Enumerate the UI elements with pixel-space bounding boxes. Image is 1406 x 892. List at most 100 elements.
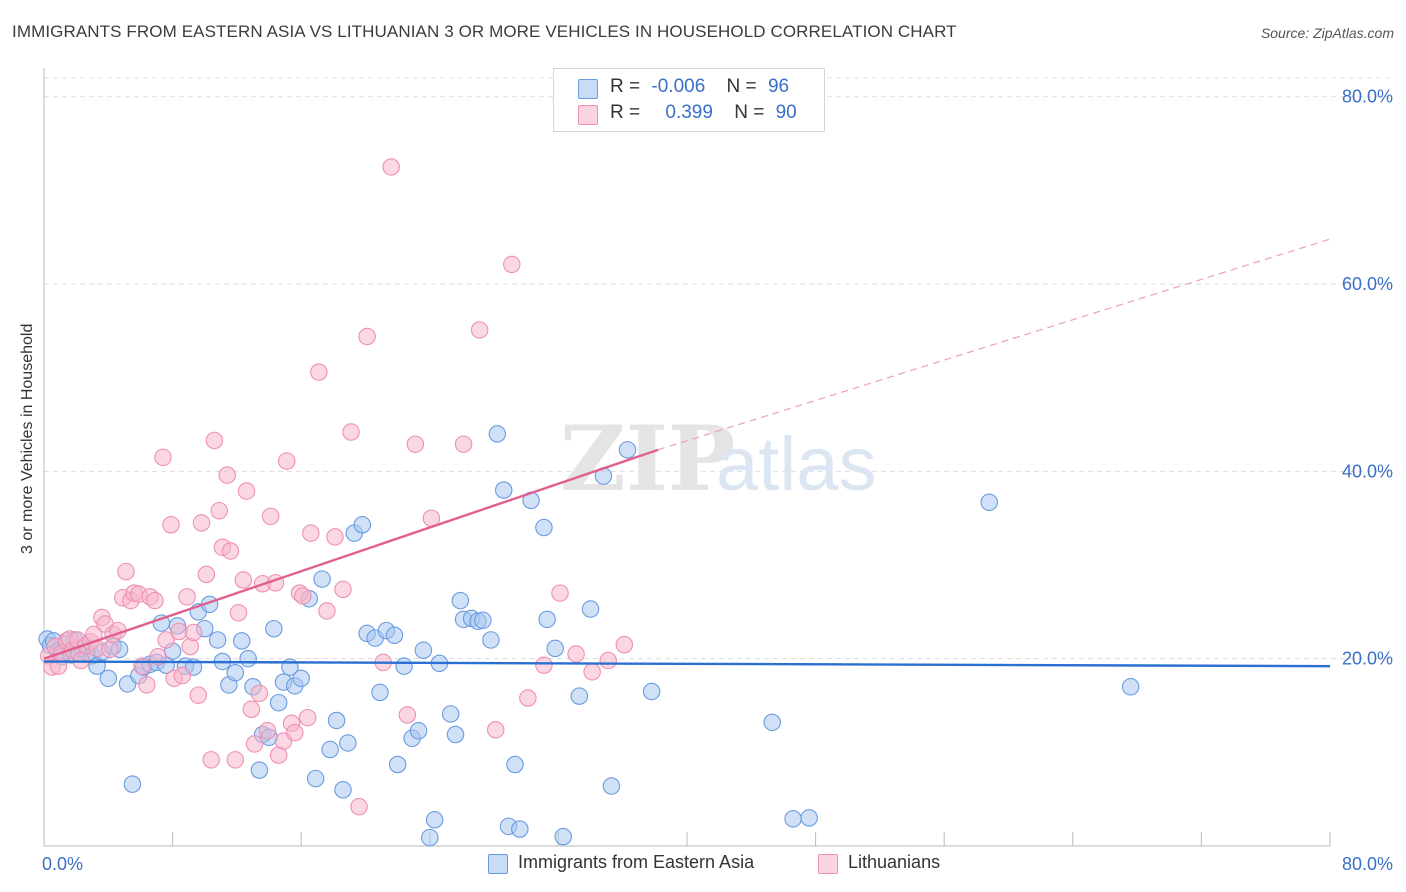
point-eastern-asia-35 <box>226 663 245 682</box>
point-lithuanians-86 <box>567 645 585 663</box>
data-points <box>38 158 1140 847</box>
point-eastern-asia-91 <box>602 777 621 795</box>
point-eastern-asia-87 <box>554 827 572 846</box>
point-eastern-asia-72 <box>451 591 470 610</box>
r-value: -0.006 <box>651 76 706 97</box>
point-lithuanians-84 <box>535 656 553 674</box>
y-tick-label: 80.0% <box>1342 87 1393 107</box>
point-eastern-asia-52 <box>327 711 346 730</box>
point-eastern-asia-92 <box>618 441 637 459</box>
swatch-eastern-asia <box>578 79 598 99</box>
point-lithuanians-70 <box>334 580 352 599</box>
point-eastern-asia-68 <box>425 811 444 829</box>
point-eastern-asia-94 <box>763 713 781 732</box>
r-value: 0.399 <box>665 102 713 123</box>
point-eastern-asia-88 <box>570 687 589 705</box>
point-eastern-asia-49 <box>306 769 325 788</box>
x-tick-label: 0.0% <box>42 854 83 874</box>
point-lithuanians-77 <box>406 435 425 453</box>
point-eastern-asia-54 <box>339 734 357 752</box>
point-lithuanians-24 <box>133 657 151 675</box>
point-eastern-asia-61 <box>385 626 404 645</box>
point-lithuanians-62 <box>286 723 304 742</box>
point-lithuanians-55 <box>258 722 277 740</box>
point-eastern-asia-84 <box>535 518 553 537</box>
point-lithuanians-68 <box>318 602 336 620</box>
point-lithuanians-89 <box>615 635 634 654</box>
point-eastern-asia-89 <box>581 600 600 618</box>
point-lithuanians-42 <box>205 431 224 450</box>
trend-lines <box>657 238 1331 451</box>
swatch-lithuanians <box>818 854 838 874</box>
point-lithuanians-27 <box>146 591 164 610</box>
n-label: N = <box>734 102 765 123</box>
point-eastern-asia-70 <box>441 705 460 723</box>
point-lithuanians-41 <box>202 751 220 769</box>
point-eastern-asia-77 <box>482 631 500 649</box>
point-eastern-asia-62 <box>388 755 407 774</box>
gridlines <box>44 77 1392 660</box>
point-lithuanians-48 <box>229 604 248 622</box>
point-lithuanians-85 <box>551 584 569 602</box>
y-axis-label: 3 or more Vehicles in Household <box>19 323 36 554</box>
point-lithuanians-37 <box>184 623 203 642</box>
point-eastern-asia-96 <box>800 809 818 827</box>
point-lithuanians-46 <box>221 542 240 560</box>
point-lithuanians-60 <box>277 452 296 470</box>
point-lithuanians-76 <box>398 706 417 724</box>
point-eastern-asia-93 <box>642 682 661 701</box>
point-lithuanians-83 <box>519 689 537 707</box>
point-lithuanians-47 <box>226 751 245 769</box>
point-lithuanians-43 <box>210 501 228 520</box>
point-eastern-asia-66 <box>414 641 433 660</box>
point-eastern-asia-98 <box>1121 678 1140 696</box>
point-lithuanians-35 <box>178 588 196 606</box>
n-label: N = <box>726 76 757 97</box>
point-lithuanians-16 <box>101 640 119 659</box>
point-eastern-asia-43 <box>269 693 288 712</box>
y-tick-label: 60.0% <box>1342 274 1393 294</box>
point-lithuanians-39 <box>192 514 211 532</box>
point-lithuanians-52 <box>245 735 264 753</box>
point-lithuanians-64 <box>294 587 312 605</box>
point-lithuanians-88 <box>599 651 617 670</box>
stats-legend: R = -0.006 N = 96 R = 0.399 N = 90 <box>553 68 825 132</box>
point-eastern-asia-71 <box>446 725 465 744</box>
point-eastern-asia-56 <box>353 516 372 534</box>
x-tick-labels: 0.0% 80.0% <box>42 854 1393 874</box>
point-lithuanians-75 <box>382 158 400 176</box>
point-eastern-asia-37 <box>239 649 257 668</box>
point-eastern-asia-85 <box>538 610 556 629</box>
point-lithuanians-67 <box>310 363 328 381</box>
point-eastern-asia-47 <box>292 669 310 688</box>
point-lithuanians-25 <box>138 676 156 694</box>
point-lithuanians-66 <box>302 524 320 542</box>
point-eastern-asia-39 <box>250 761 269 779</box>
point-lithuanians-31 <box>162 516 180 534</box>
point-eastern-asia-50 <box>313 570 331 588</box>
point-lithuanians-53 <box>250 684 269 703</box>
point-lithuanians-49 <box>234 571 253 589</box>
point-lithuanians-30 <box>157 631 175 649</box>
point-lithuanians-38 <box>189 686 208 704</box>
y-tick-label: 40.0% <box>1342 461 1393 481</box>
point-lithuanians-20 <box>117 562 135 581</box>
point-lithuanians-45 <box>218 466 237 484</box>
chart-title: IMMIGRANTS FROM EASTERN ASIA VS LITHUANI… <box>12 22 957 41</box>
trend-line-lithuanians <box>43 448 659 660</box>
point-eastern-asia-51 <box>321 740 339 759</box>
point-eastern-asia-18 <box>123 775 142 793</box>
legend-label: Lithuanians <box>848 852 941 872</box>
point-eastern-asia-53 <box>334 781 352 799</box>
point-lithuanians-79 <box>454 435 473 453</box>
point-eastern-asia-65 <box>409 722 428 740</box>
point-lithuanians-82 <box>503 255 521 274</box>
point-eastern-asia-32 <box>208 631 227 649</box>
point-eastern-asia-36 <box>232 632 251 650</box>
point-eastern-asia-86 <box>546 639 564 658</box>
point-lithuanians-56 <box>261 507 280 526</box>
source-label: Source: ZipAtlas.com <box>1260 25 1394 41</box>
n-value: 90 <box>775 102 797 123</box>
y-tick-label: 20.0% <box>1342 649 1393 669</box>
